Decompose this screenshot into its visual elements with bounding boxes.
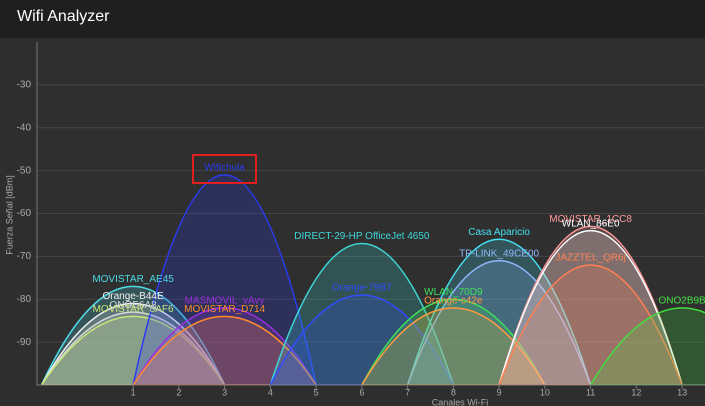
network-label: Casa Aparicio xyxy=(468,227,530,238)
network-curve xyxy=(132,307,317,385)
network-label: Orange-79B7 xyxy=(332,283,392,294)
network-curve xyxy=(40,302,226,385)
network-curve xyxy=(498,230,683,385)
x-tick-label: 7 xyxy=(405,387,410,397)
x-tick-label: 5 xyxy=(314,387,319,397)
x-tick-label: 13 xyxy=(677,387,687,397)
x-tick-label: 8 xyxy=(451,387,456,397)
x-tick-label: 3 xyxy=(222,387,227,397)
network-label: MOVISTAR_D714 xyxy=(184,304,265,315)
app-title: Wifi Analyzer xyxy=(0,0,705,38)
x-tick-label: 12 xyxy=(631,387,641,397)
network-curve xyxy=(406,260,592,385)
y-tick-label: -90 xyxy=(17,337,32,348)
network-curve xyxy=(360,307,546,385)
x-tick-label: 9 xyxy=(497,387,502,397)
network-curve xyxy=(406,238,592,385)
network-curve xyxy=(498,264,683,385)
network-curve xyxy=(269,242,455,385)
network-label: MOVISTAR_1CC8 xyxy=(549,214,632,225)
x-tick-label: 11 xyxy=(586,387,595,397)
network-label: MOVISTAR_8AF6 xyxy=(93,304,174,315)
y-tick-label: -50 xyxy=(17,165,32,176)
x-axis-label: Canales Wi-Fi xyxy=(432,397,489,406)
network-label: Orange-B44E xyxy=(103,291,164,302)
network-curve xyxy=(132,315,317,385)
y-axis-label: Fuerza Señal [dBm] xyxy=(4,175,14,255)
network-label: ONO2B9B xyxy=(658,295,705,306)
network-label: JAZZTEL_QR6j xyxy=(555,253,626,264)
network-label: MASMOVIL_vAvy xyxy=(185,295,265,306)
network-label: WLAN_70D9 xyxy=(424,287,483,298)
network-label: DIRECT-29-HP OfficeJet 4650 xyxy=(294,231,430,242)
network-curve xyxy=(589,307,705,385)
y-tick-label: -70 xyxy=(17,251,32,262)
y-tick-label: -30 xyxy=(17,80,32,91)
y-tick-label: -80 xyxy=(17,294,32,305)
network-curve xyxy=(360,298,546,385)
x-tick-label: 4 xyxy=(268,387,273,397)
network-curve xyxy=(132,174,317,385)
network-label: WLAN_86E0 xyxy=(562,218,620,229)
x-tick-label: 2 xyxy=(176,387,181,397)
highlight-box xyxy=(192,154,257,184)
x-tick-label: 10 xyxy=(540,387,550,397)
y-tick-label: -60 xyxy=(17,208,32,219)
network-label: TP-LINK_49CE00 xyxy=(459,248,539,259)
x-tick-label: 6 xyxy=(359,387,364,397)
network-curve xyxy=(40,285,226,385)
network-curve xyxy=(269,294,455,385)
network-label: Orange-c42e xyxy=(424,295,483,306)
network-label: Wifichula xyxy=(204,163,245,174)
network-label: ONOE6A8 xyxy=(109,300,157,311)
y-tick-label: -40 xyxy=(17,122,32,133)
x-tick-label: 1 xyxy=(131,387,136,397)
network-label: MOVISTAR_AE45 xyxy=(92,274,174,285)
